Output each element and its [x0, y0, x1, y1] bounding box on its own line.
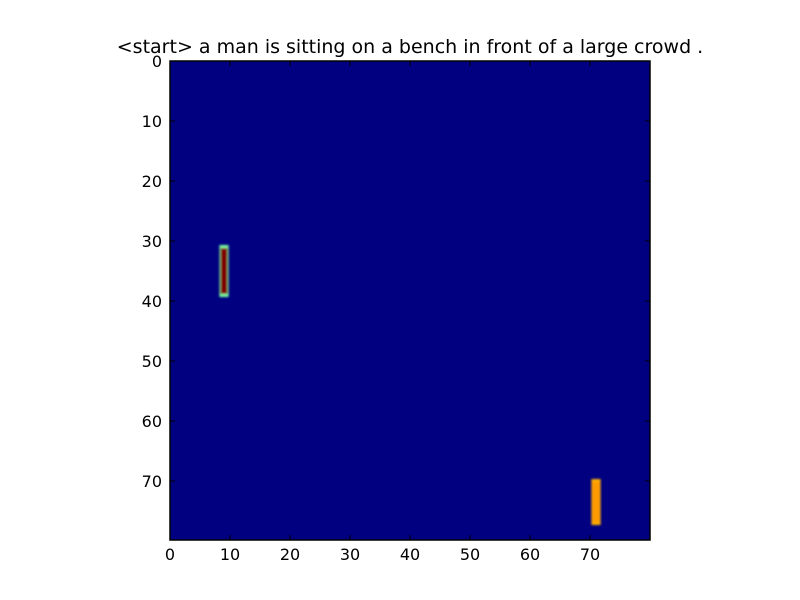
axis-tick-labels: 0 10 20 30 40 50 60 70 0 10 20 30 40 50 60 70 [142, 52, 601, 564]
x-tick-label: 10 [220, 545, 240, 564]
x-tick-label: 20 [280, 545, 300, 564]
hotspot-core [220, 248, 228, 294]
y-tick-label: 40 [142, 292, 162, 311]
chart-title: <start> a man is sitting on a bench in f… [117, 36, 703, 58]
hotspot-core [592, 482, 600, 522]
x-tick-label: 30 [340, 545, 360, 564]
y-tick-label: 60 [142, 412, 162, 431]
y-tick-label: 0 [152, 52, 162, 71]
y-tick-label: 70 [142, 472, 162, 491]
y-tick-label: 30 [142, 232, 162, 251]
plot-frame [169, 60, 651, 541]
hotspot-layer [219, 245, 601, 525]
plot-background [170, 61, 650, 540]
y-tick-label: 20 [142, 172, 162, 191]
x-tick-label: 0 [165, 545, 175, 564]
x-tick-label: 50 [460, 545, 480, 564]
y-tick-label: 50 [142, 352, 162, 371]
x-tick-label: 60 [520, 545, 540, 564]
heatmap-hotspot-1 [219, 245, 229, 297]
y-tick-label: 10 [142, 112, 162, 131]
x-tick-label: 70 [580, 545, 600, 564]
x-tick-label: 40 [400, 545, 420, 564]
heatmap-hotspot-2 [591, 479, 601, 525]
